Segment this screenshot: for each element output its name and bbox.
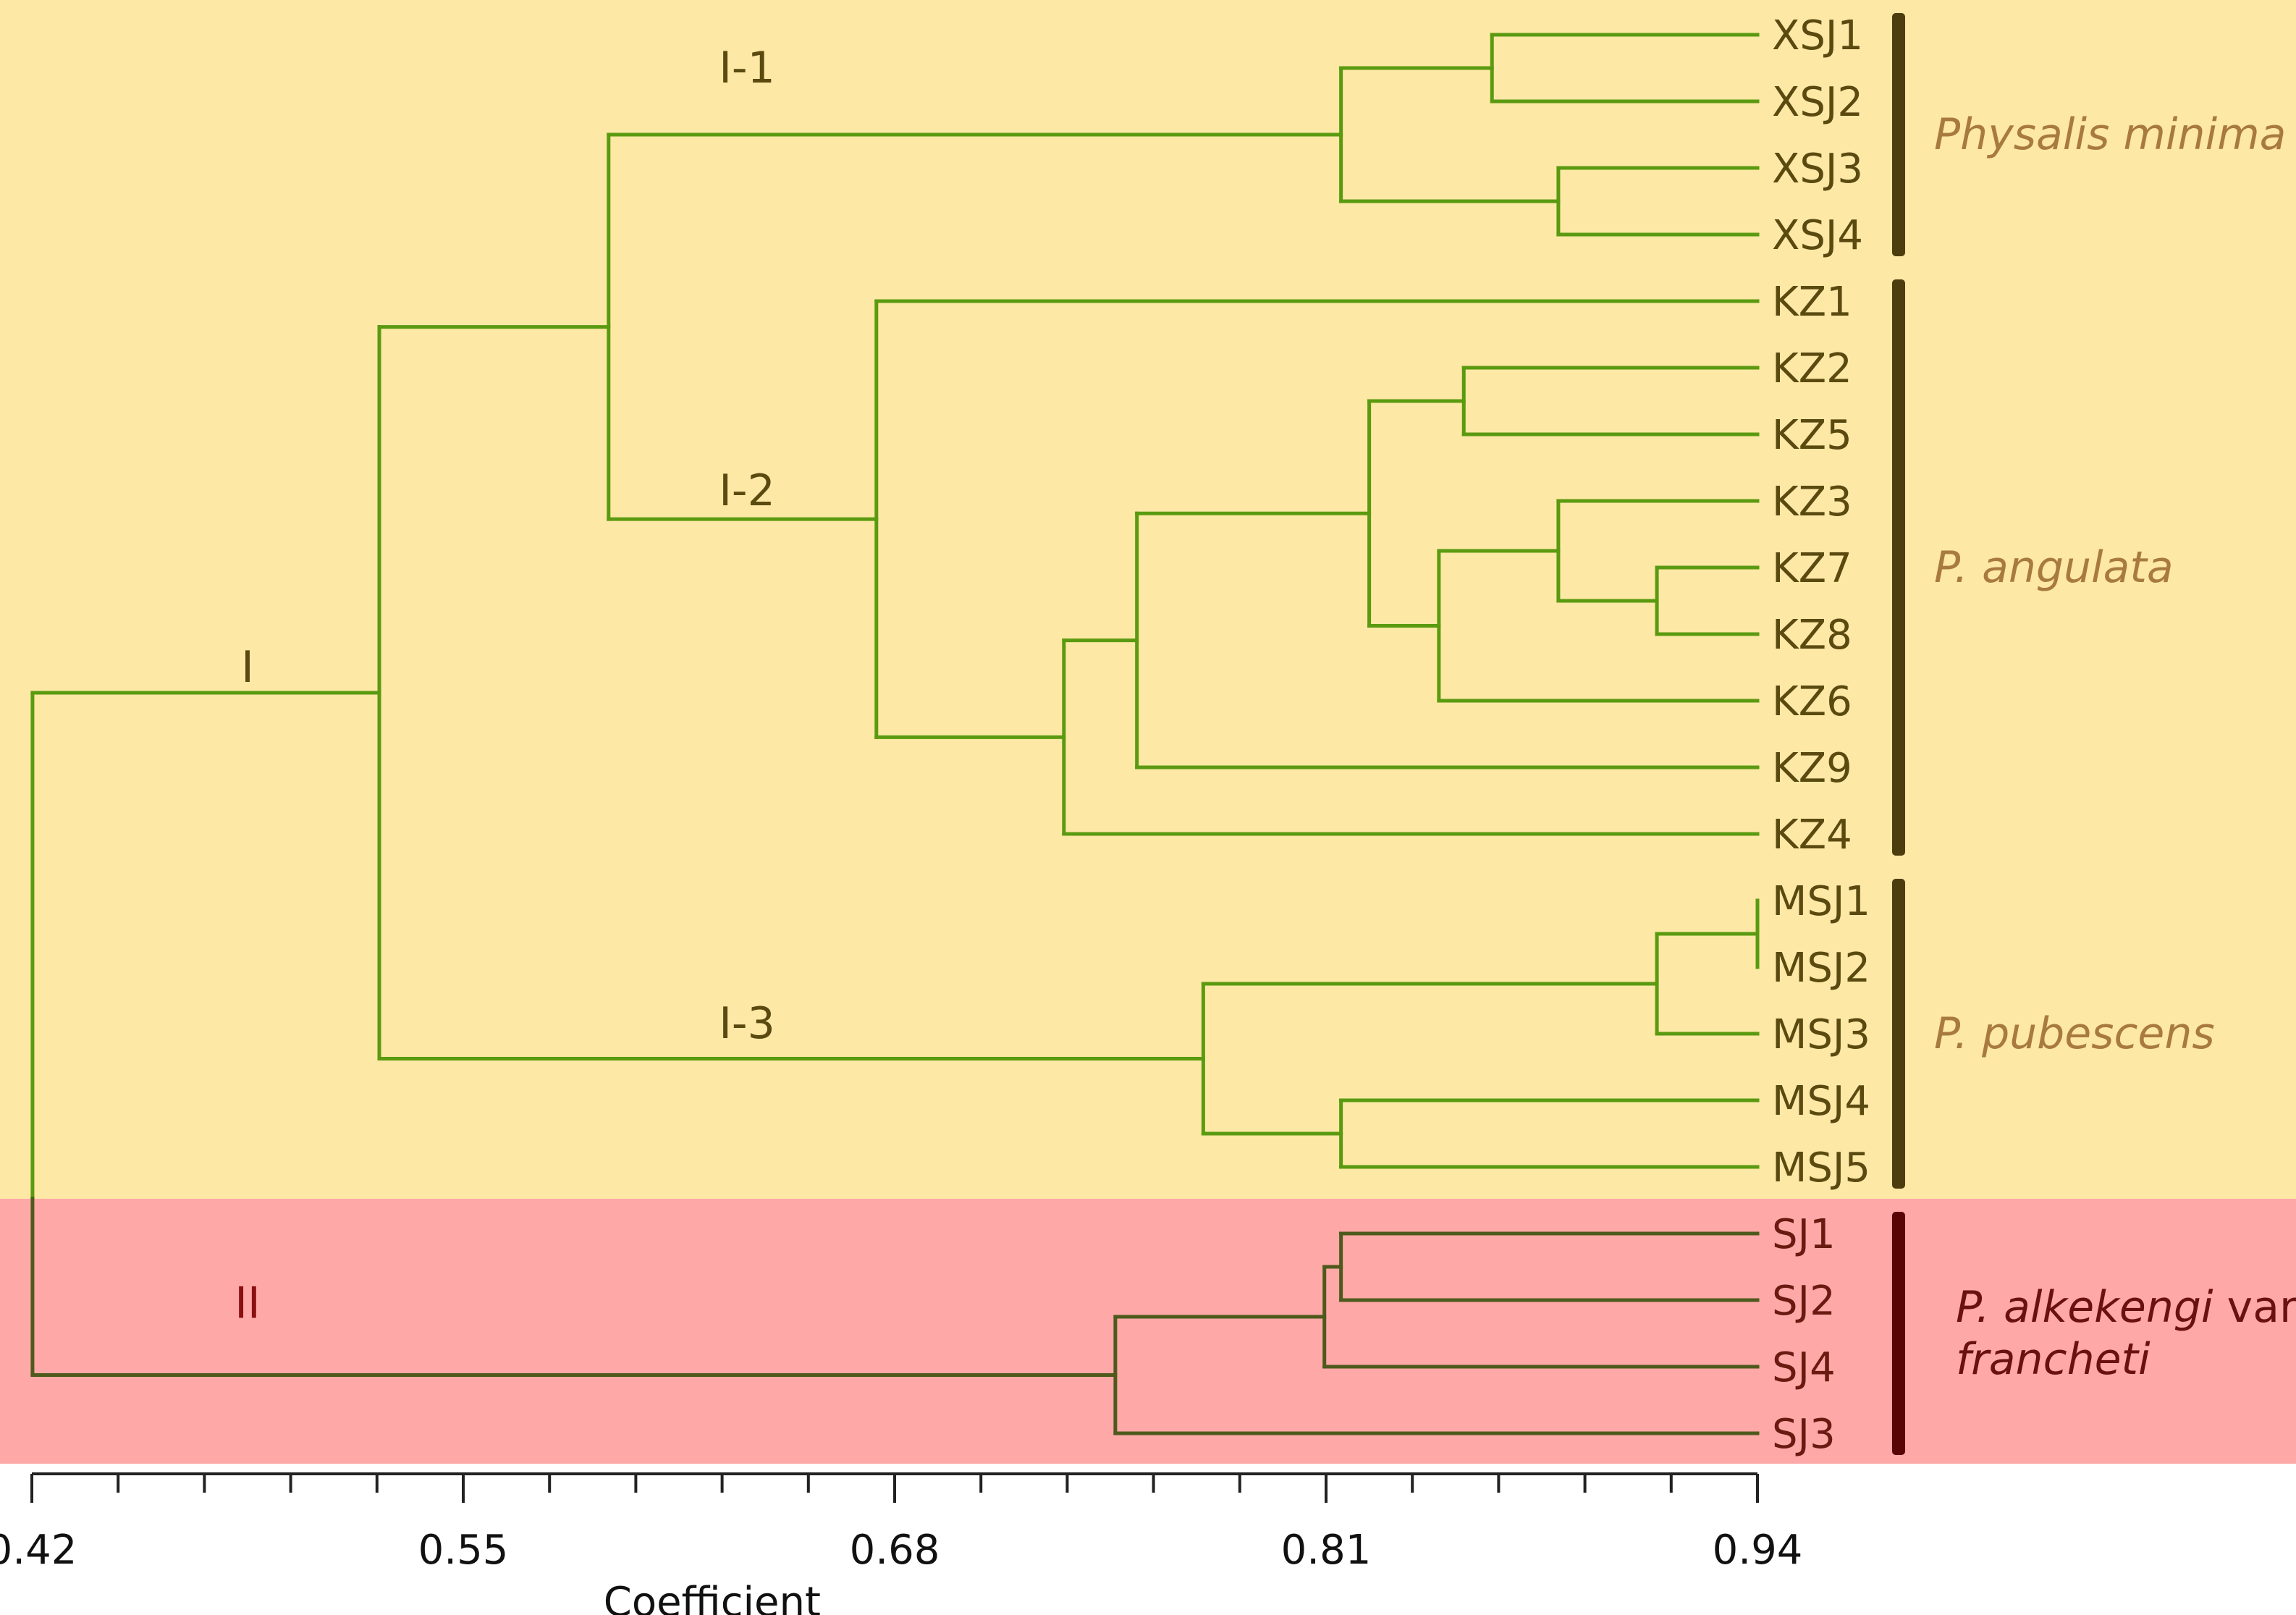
leaf-label-XSJ1: XSJ1 <box>1772 12 1863 59</box>
cluster-label-I-1: I-1 <box>719 43 775 93</box>
cluster-label-I-2: I-2 <box>719 465 775 516</box>
leaf-label-MSJ4: MSJ4 <box>1772 1078 1870 1125</box>
cluster-labels: I I-1 I-2 I-3 II <box>235 43 775 1329</box>
leaf-label-KZ4: KZ4 <box>1772 811 1852 859</box>
leaf-label-KZ2: KZ2 <box>1772 345 1852 392</box>
leaf-label-KZ3: KZ3 <box>1772 478 1852 526</box>
species-bracket-3 <box>1892 1212 1905 1455</box>
leaf-label-SJ1: SJ1 <box>1772 1211 1836 1258</box>
x-axis-title: Coefficient <box>604 1579 821 1615</box>
leaf-label-KZ5: KZ5 <box>1772 412 1852 459</box>
red-cluster-band <box>0 1199 2296 1464</box>
leaf-label-MSJ3: MSJ3 <box>1772 1011 1870 1058</box>
x-axis: 0.42 0.55 0.68 0.81 0.94 Coefficient <box>0 1472 1803 1615</box>
leaf-label-SJ3: SJ3 <box>1772 1411 1836 1458</box>
leaf-label-MSJ2: MSJ2 <box>1772 945 1870 992</box>
leaf-label-MSJ5: MSJ5 <box>1772 1144 1870 1192</box>
leaf-label-KZ7: KZ7 <box>1772 545 1852 592</box>
tick-label-0.42: 0.42 <box>0 1527 77 1574</box>
leaf-label-SJ2: SJ2 <box>1772 1278 1836 1325</box>
tick-label-0.55: 0.55 <box>418 1527 509 1574</box>
cluster-label-II: II <box>235 1278 260 1329</box>
species-bracket-1 <box>1892 279 1905 856</box>
leaf-label-KZ1: KZ1 <box>1772 279 1852 326</box>
leaf-label-KZ9: KZ9 <box>1772 745 1852 792</box>
background-bands <box>0 0 2296 1464</box>
species-name-2-line-0: P. pubescens <box>1934 1008 2215 1059</box>
species-name-1-line-0: P. angulata <box>1934 542 2174 593</box>
cluster-label-I: I <box>241 642 254 693</box>
leaf-label-KZ8: KZ8 <box>1772 612 1852 659</box>
leaf-label-SJ4: SJ4 <box>1772 1344 1836 1391</box>
species-groups: Physalis minima P. angulata P. pubescens P.… <box>1892 13 2296 1455</box>
dendrogram-branches <box>30 33 1760 1435</box>
species-name-3-line-1: francheti <box>1956 1334 2151 1385</box>
yellow-cluster-band <box>0 0 2296 1199</box>
species-bracket-2 <box>1892 879 1905 1189</box>
species-name-0-line-0: Physalis minima <box>1934 109 2286 160</box>
tick-label-0.81: 0.81 <box>1281 1527 1372 1574</box>
species-name-3-line-0: P. alkekengi var. <box>1956 1282 2296 1333</box>
leaf-label-XSJ4: XSJ4 <box>1772 212 1863 259</box>
leaf-label-KZ6: KZ6 <box>1772 678 1852 725</box>
leaf-label-MSJ1: MSJ1 <box>1772 878 1870 925</box>
leaf-labels: XSJ1 XSJ2 XSJ3 XSJ4 KZ1 KZ2 KZ5 KZ3 KZ7 KZ8 KZ6 KZ9… <box>1772 12 1870 1458</box>
tick-label-0.68: 0.68 <box>850 1527 940 1574</box>
species-bracket-0 <box>1892 13 1905 256</box>
tick-label-0.94: 0.94 <box>1713 1527 1803 1574</box>
leaf-label-XSJ3: XSJ3 <box>1772 146 1863 193</box>
leaf-label-XSJ2: XSJ2 <box>1772 79 1863 126</box>
cluster-label-I-3: I-3 <box>719 998 775 1049</box>
